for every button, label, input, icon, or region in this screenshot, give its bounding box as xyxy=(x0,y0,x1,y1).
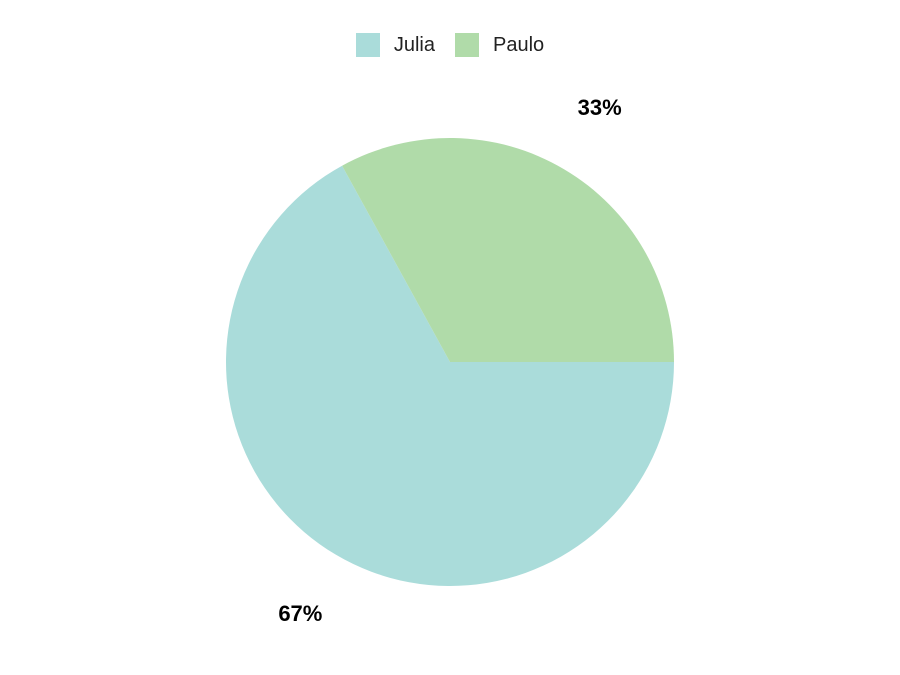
legend-label-julia: Julia xyxy=(393,33,435,56)
slice-label-paulo: 33% xyxy=(578,95,622,120)
legend-label-paulo: Paulo xyxy=(492,33,545,56)
legend-item-paulo[interactable]: Paulo xyxy=(454,33,545,57)
legend-swatch-paulo xyxy=(454,33,479,57)
pie-slice-julia[interactable] xyxy=(226,165,674,586)
legend: Julia Paulo xyxy=(0,33,900,57)
legend-item-julia[interactable]: Julia xyxy=(355,33,435,57)
legend-swatch-julia xyxy=(355,33,380,57)
pie-slice-paulo[interactable] xyxy=(342,138,674,362)
slice-label-julia: 67% xyxy=(278,601,322,626)
